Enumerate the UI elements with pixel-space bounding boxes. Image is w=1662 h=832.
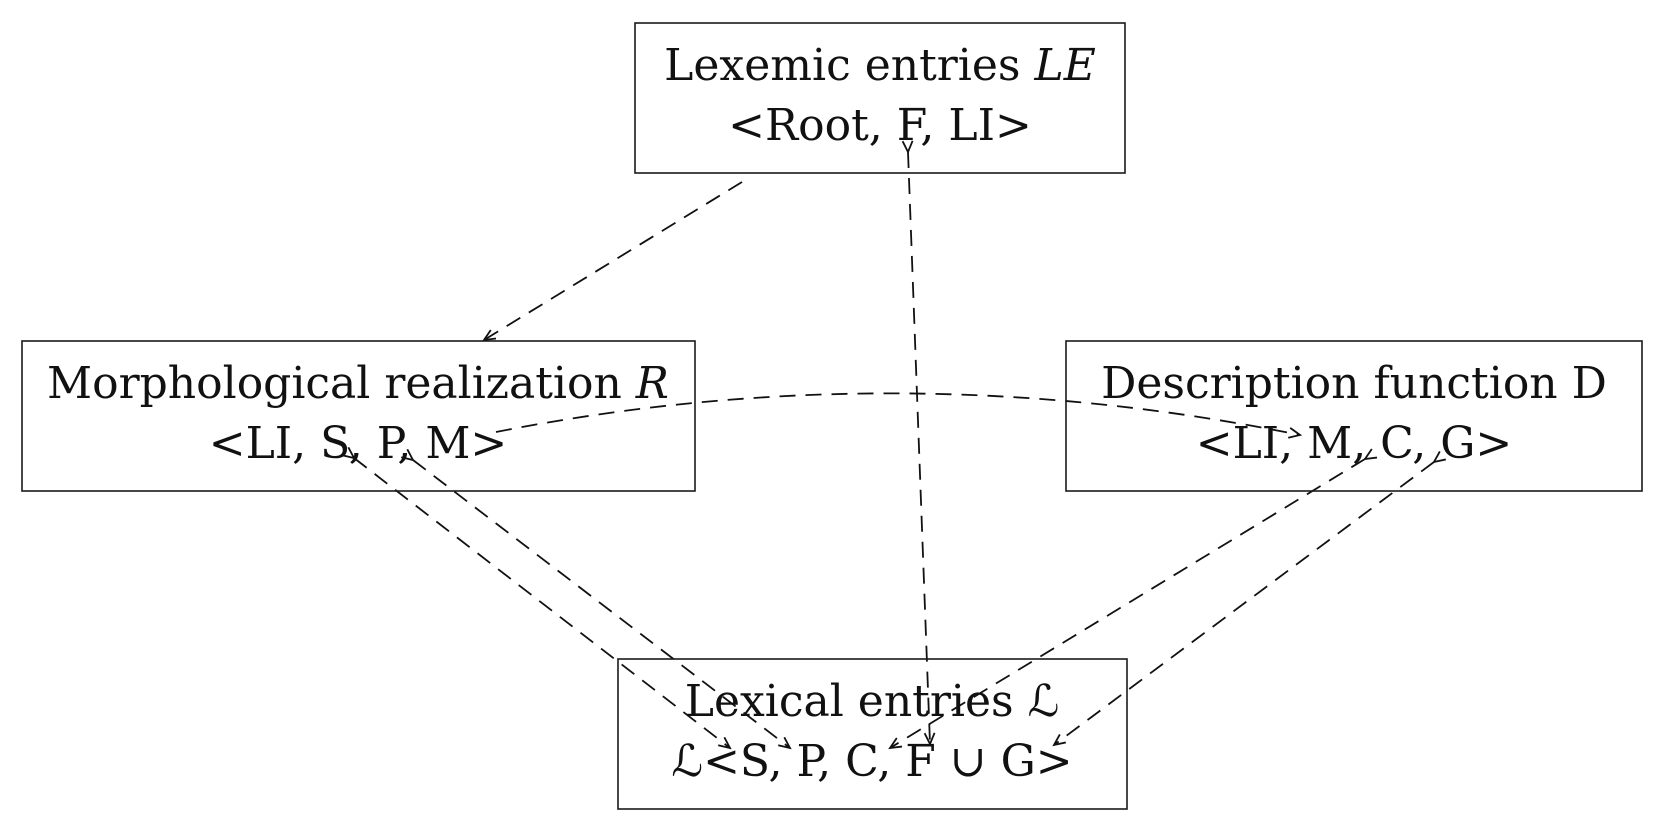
edge-lexemic-to-morph: [484, 181, 743, 340]
desc-title: Description function D: [1101, 358, 1607, 409]
lexical-tuple: ℒ<S, P, C, F ∪ G>: [671, 736, 1072, 787]
box-lexical-entries: Lexical entries ℒ ℒ<S, P, C, F ∪ G>: [617, 658, 1128, 810]
lexemic-title: Lexemic entries LE: [664, 40, 1096, 91]
box-description-function: Description function D <LI, M, C, G>: [1065, 340, 1643, 492]
lexemic-title-symbol: LE: [1033, 40, 1095, 91]
edge-desc-lexical-G: [1054, 462, 1434, 745]
box-lexemic-entries: Lexemic entries LE <Root, F, LI>: [634, 22, 1126, 174]
morph-title-symbol: R: [635, 358, 669, 409]
edges: [354, 152, 1434, 748]
lexemic-tuple: <Root, F, LI>: [728, 100, 1032, 151]
desc-tuple: <LI, M, C, G>: [1196, 418, 1513, 469]
lexemic-title-prefix: Lexemic entries: [664, 40, 1034, 91]
edge-morph-to-desc: [495, 392, 1300, 435]
box-morphological-realization: Morphological realization R <LI, S, P, M…: [21, 340, 696, 492]
morph-tuple: <LI, S, P, M>: [209, 418, 508, 469]
edge-lexemic-lexical-F: [908, 152, 930, 744]
edge-morph-lexical-P: [413, 460, 790, 748]
morph-title-prefix: Morphological realization: [47, 358, 636, 409]
lexical-title: Lexical entries ℒ: [685, 676, 1060, 727]
morph-title: Morphological realization R: [47, 358, 669, 409]
